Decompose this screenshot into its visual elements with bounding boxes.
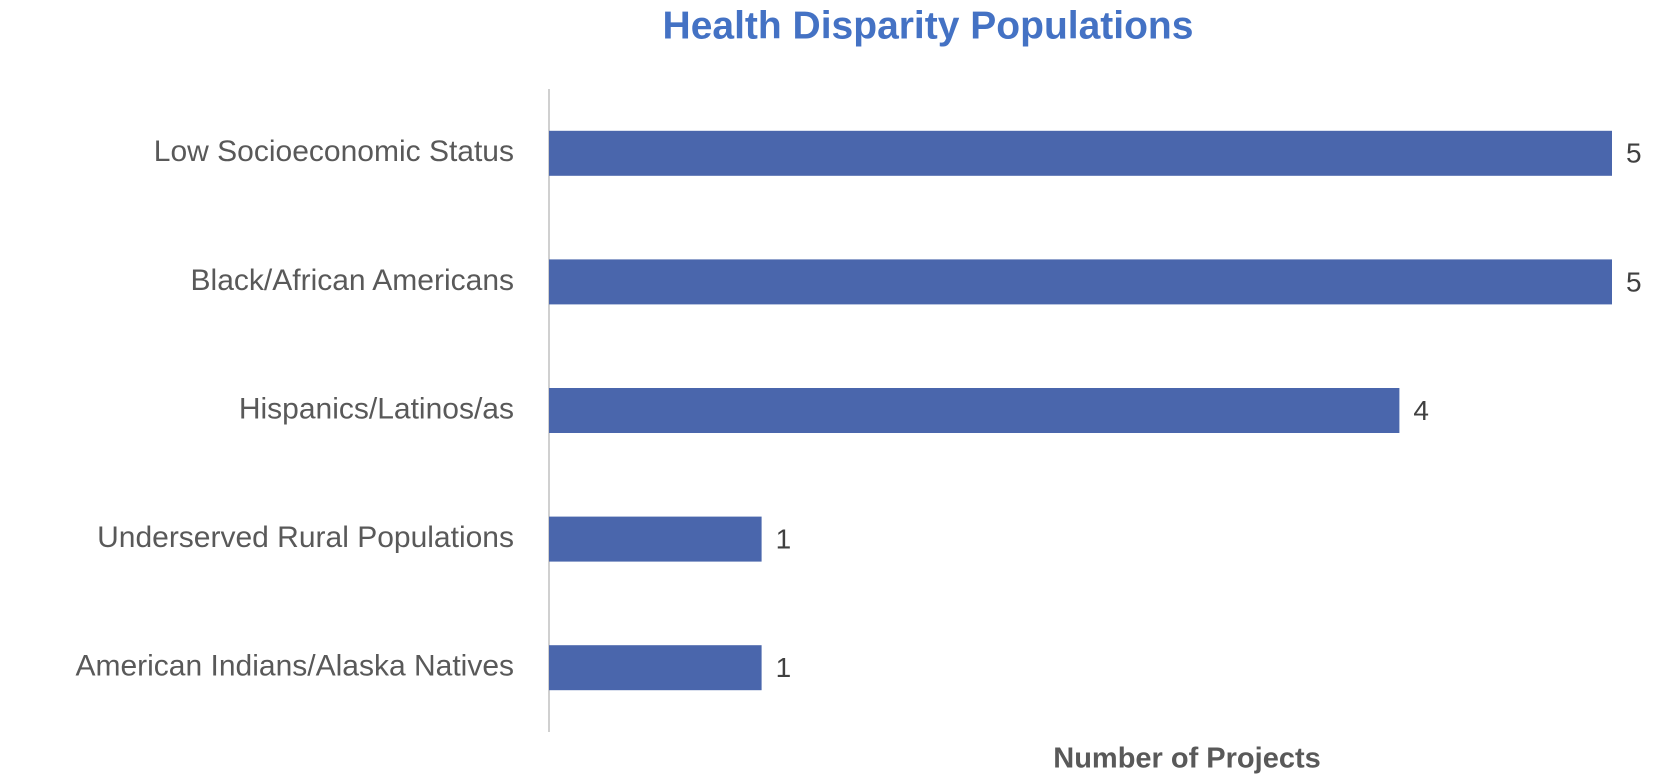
data-label: 4 [1413, 395, 1429, 426]
data-label: 5 [1626, 138, 1642, 169]
chart-title: Health Disparity Populations [663, 4, 1194, 47]
x-axis-label: Number of Projects [1053, 743, 1321, 775]
bar [549, 388, 1400, 433]
bar [549, 259, 1612, 305]
y-tick-label: Hispanics/Latinos/as [239, 392, 514, 425]
y-tick-label: Black/African Americans [191, 264, 514, 297]
bar [549, 516, 762, 562]
y-tick-label: Underserved Rural Populations [97, 521, 514, 554]
data-label: 1 [776, 652, 792, 683]
data-label: 5 [1626, 266, 1642, 297]
bar [549, 645, 762, 691]
data-label: 1 [776, 523, 792, 554]
y-tick-label: Low Socioeconomic Status [154, 135, 514, 168]
bar [549, 130, 1612, 176]
y-tick-label: American Indians/Alaska Natives [75, 650, 514, 683]
